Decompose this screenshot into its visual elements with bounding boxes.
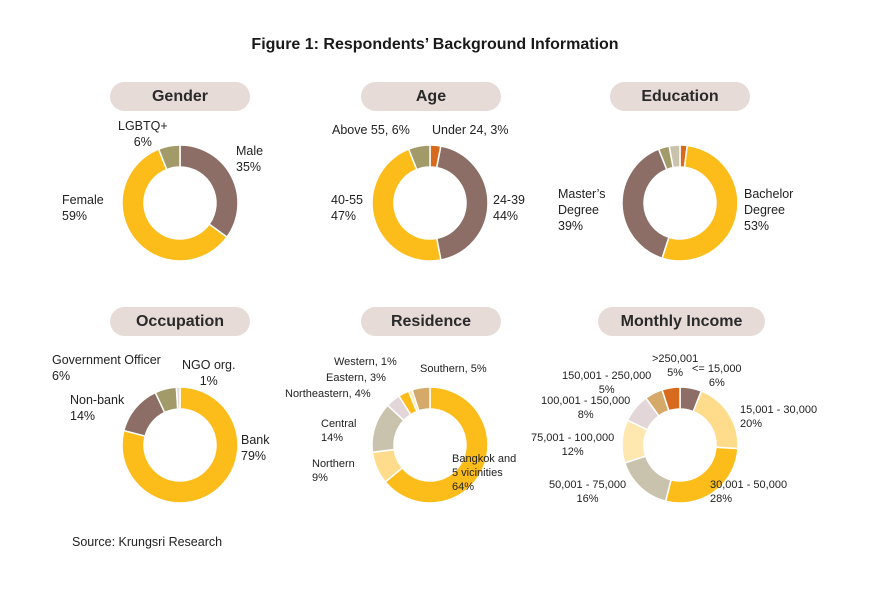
residence-label-4: Eastern, 3% bbox=[326, 372, 386, 384]
age-label-0: Under 24, 3% bbox=[432, 123, 509, 137]
education-slice-2 bbox=[621, 148, 670, 260]
occupation-label-2: Government Officer 6% bbox=[52, 353, 161, 383]
gender-donut bbox=[121, 144, 239, 262]
age-donut bbox=[371, 144, 489, 262]
education-slice-1 bbox=[661, 144, 739, 262]
monthly-income-donut bbox=[621, 386, 739, 504]
occupation-label-0: Bank 79% bbox=[241, 433, 270, 463]
residence-slice-6 bbox=[411, 386, 431, 412]
age-title-pill: Age bbox=[361, 82, 501, 111]
age-label-1: 24-39 44% bbox=[493, 193, 525, 223]
education-label-2: Master’s Degree 39% bbox=[558, 187, 606, 233]
monthly-income-slice-3 bbox=[623, 455, 672, 503]
monthly-income-label-1: 15,001 - 30,000 20% bbox=[740, 404, 818, 430]
gender-slice-1 bbox=[121, 148, 228, 262]
occupation-donut bbox=[121, 386, 239, 504]
residence-label-0: Bangkok and 5 vicinities 64% bbox=[452, 453, 517, 493]
monthly-income-label-0: <= 15,000 6% bbox=[692, 363, 742, 389]
gender-label-2: LGBTQ+ 6% bbox=[118, 119, 168, 149]
residence-title-pill: Residence bbox=[361, 307, 501, 336]
monthly-income-label-2: 30,001 - 50,000 28% bbox=[710, 479, 788, 505]
gender-title-pill: Gender bbox=[110, 82, 250, 111]
education-label-1: Bachelor Degree 53% bbox=[744, 187, 794, 233]
monthly-income-slice-1 bbox=[692, 390, 739, 450]
residence-donut bbox=[371, 386, 489, 504]
occupation-title-pill: Occupation bbox=[110, 307, 250, 336]
age-slice-3 bbox=[407, 144, 431, 171]
occupation-label-3: NGO org. 1% bbox=[182, 358, 236, 388]
monthly-income-title-pill: Monthly Income bbox=[598, 307, 765, 336]
gender-label-1: Female 59% bbox=[62, 193, 104, 223]
occupation-slice-3 bbox=[175, 386, 181, 410]
age-label-2: 40-55 47% bbox=[331, 193, 363, 223]
occupation-slice-0 bbox=[121, 386, 239, 504]
residence-label-5: Western, 1% bbox=[334, 356, 397, 368]
figure-title: Figure 1: Respondents’ Background Inform… bbox=[251, 36, 619, 53]
residence-label-2: Central 14% bbox=[321, 418, 357, 444]
residence-label-3: Northeastern, 4% bbox=[285, 388, 371, 400]
monthly-income-label-7: >250,001 5% bbox=[652, 353, 699, 379]
residence-label-1: Northern 9% bbox=[312, 458, 355, 484]
education-donut bbox=[621, 144, 739, 262]
occupation-label-1: Non-bank 14% bbox=[70, 393, 125, 423]
monthly-income-slice-7 bbox=[661, 386, 681, 412]
gender-label-0: Male 35% bbox=[236, 144, 264, 174]
source-note: Source: Krungsri Research bbox=[72, 535, 223, 549]
residence-label-6: Southern, 5% bbox=[420, 363, 487, 375]
monthly-income-label-3: 50,001 - 75,000 16% bbox=[549, 479, 627, 505]
education-title-pill: Education bbox=[610, 82, 750, 111]
age-label-3: Above 55, 6% bbox=[332, 123, 410, 137]
monthly-income-label-5: 100,001 - 150,000 8% bbox=[541, 395, 631, 421]
age-slice-1 bbox=[435, 145, 489, 261]
gender-slice-2 bbox=[157, 144, 181, 171]
education-slice-4 bbox=[668, 144, 681, 169]
gender-slice-0 bbox=[179, 144, 239, 239]
age-slice-2 bbox=[371, 148, 442, 262]
monthly-income-label-4: 75,001 - 100,000 12% bbox=[531, 432, 615, 458]
monthly-income-label-6: 150,001 - 250,000 5% bbox=[562, 370, 652, 396]
residence-slice-0 bbox=[384, 386, 489, 504]
